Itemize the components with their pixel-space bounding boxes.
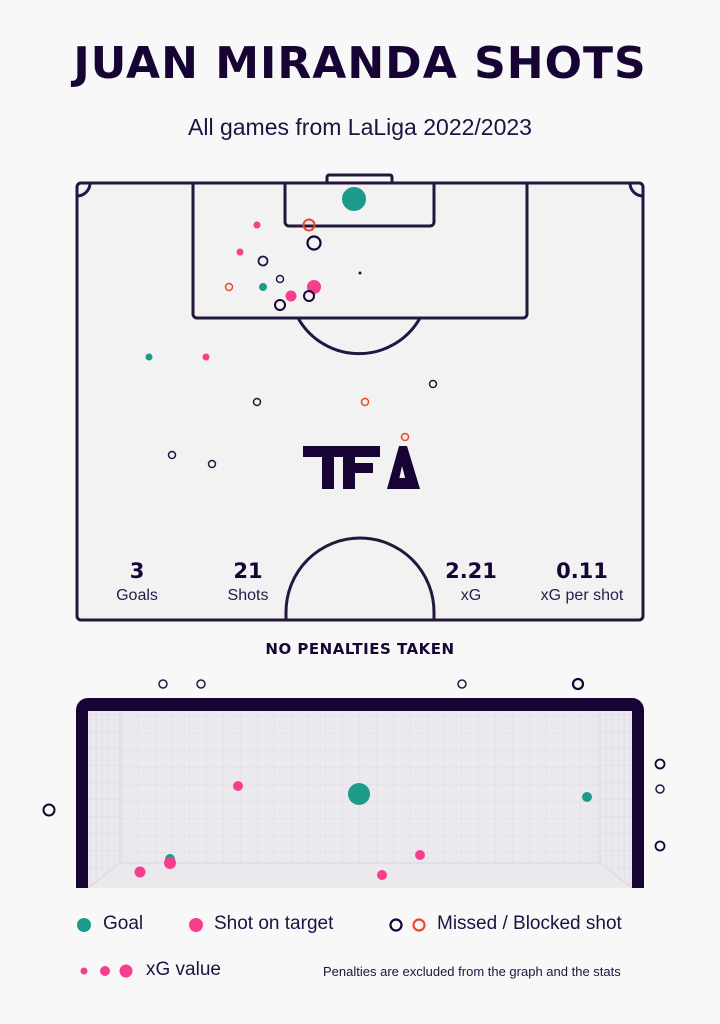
- shot-on-target: [202, 353, 210, 361]
- shot-missed: [252, 397, 262, 407]
- shot-on-target: [164, 857, 176, 869]
- shot-blocked: [400, 432, 410, 442]
- goal-legend-icon: [77, 918, 91, 932]
- pitch: [75, 173, 645, 622]
- stat-shots-label: Shots: [227, 587, 269, 604]
- stat-goals-label: Goals: [116, 587, 158, 604]
- shot-on-target: [415, 850, 425, 860]
- shot-goal: [259, 283, 267, 291]
- shot-missed: [306, 235, 322, 251]
- legend-symbols: [77, 918, 426, 978]
- page-subtitle: All games from LaLiga 2022/2023: [188, 114, 532, 140]
- shot-on-target: [377, 870, 387, 880]
- stat-xg: 2.21 xG: [411, 559, 531, 605]
- legend-xg-value: xG value: [146, 959, 221, 980]
- shot-missed: [654, 758, 666, 770]
- blocked-legend-icon: [412, 918, 426, 932]
- xg-large-icon: [119, 964, 133, 978]
- stat-goals-value: 3: [129, 559, 145, 583]
- shot-on-target: [134, 866, 146, 878]
- stat-xg-label: xG: [460, 587, 482, 604]
- shot-missed: [274, 299, 286, 311]
- shot-on-target: [236, 248, 244, 256]
- shot-missed: [654, 840, 666, 852]
- stat-shots: 21 Shots: [188, 559, 308, 605]
- no-penalties-label: NO PENALTIES TAKEN: [265, 640, 455, 658]
- legend-goal: Goal: [103, 913, 144, 934]
- stat-xg-per-shot-label: xG per shot: [540, 587, 624, 604]
- shot-missed: [167, 450, 177, 460]
- shot-blocked: [360, 397, 370, 407]
- legend-missed: Missed / Blocked shot: [437, 913, 622, 934]
- shot-goal: [582, 792, 592, 802]
- stat-xg-per-shot-value: 0.11: [556, 559, 608, 583]
- shot-missed: [428, 379, 438, 389]
- pitch-shots: [145, 187, 438, 469]
- shot-on-target: [285, 290, 297, 302]
- shot-missed: [457, 679, 467, 689]
- shot-goal: [342, 187, 366, 211]
- page-title: JUAN MIRANDA SHOTS: [73, 38, 647, 89]
- shot-blocked: [302, 218, 316, 232]
- tfa-logo: [303, 446, 420, 489]
- shot-goal: [145, 353, 153, 361]
- stat-xg-value: 2.21: [445, 559, 497, 583]
- shot-missed: [257, 255, 269, 267]
- xg-small-icon: [80, 967, 88, 975]
- shot-missed: [571, 677, 585, 691]
- shot-missed: [358, 271, 362, 275]
- shot-missed: [158, 679, 168, 689]
- shot-on-target: [253, 221, 261, 229]
- goal-shots: [42, 677, 666, 880]
- stat-xg-per-shot: 0.11 xG per shot: [522, 559, 642, 605]
- shot-missed: [207, 459, 217, 469]
- stat-shots-value: 21: [233, 559, 263, 583]
- shot-on-target: [233, 781, 243, 791]
- shot-missed: [655, 784, 665, 794]
- shot-missed: [303, 290, 315, 302]
- penalties-note: Penalties are excluded from the graph an…: [323, 964, 621, 979]
- shot-goal: [348, 783, 370, 805]
- shot-missed: [42, 803, 56, 817]
- on-target-legend-icon: [189, 918, 203, 932]
- shot-missed: [275, 274, 285, 284]
- missed-legend-icon: [389, 918, 403, 932]
- shot-missed: [196, 679, 206, 689]
- legend-on-target: Shot on target: [214, 913, 334, 934]
- shot-blocked: [224, 282, 234, 292]
- xg-medium-icon: [100, 966, 110, 976]
- stat-goals: 3 Goals: [77, 559, 197, 605]
